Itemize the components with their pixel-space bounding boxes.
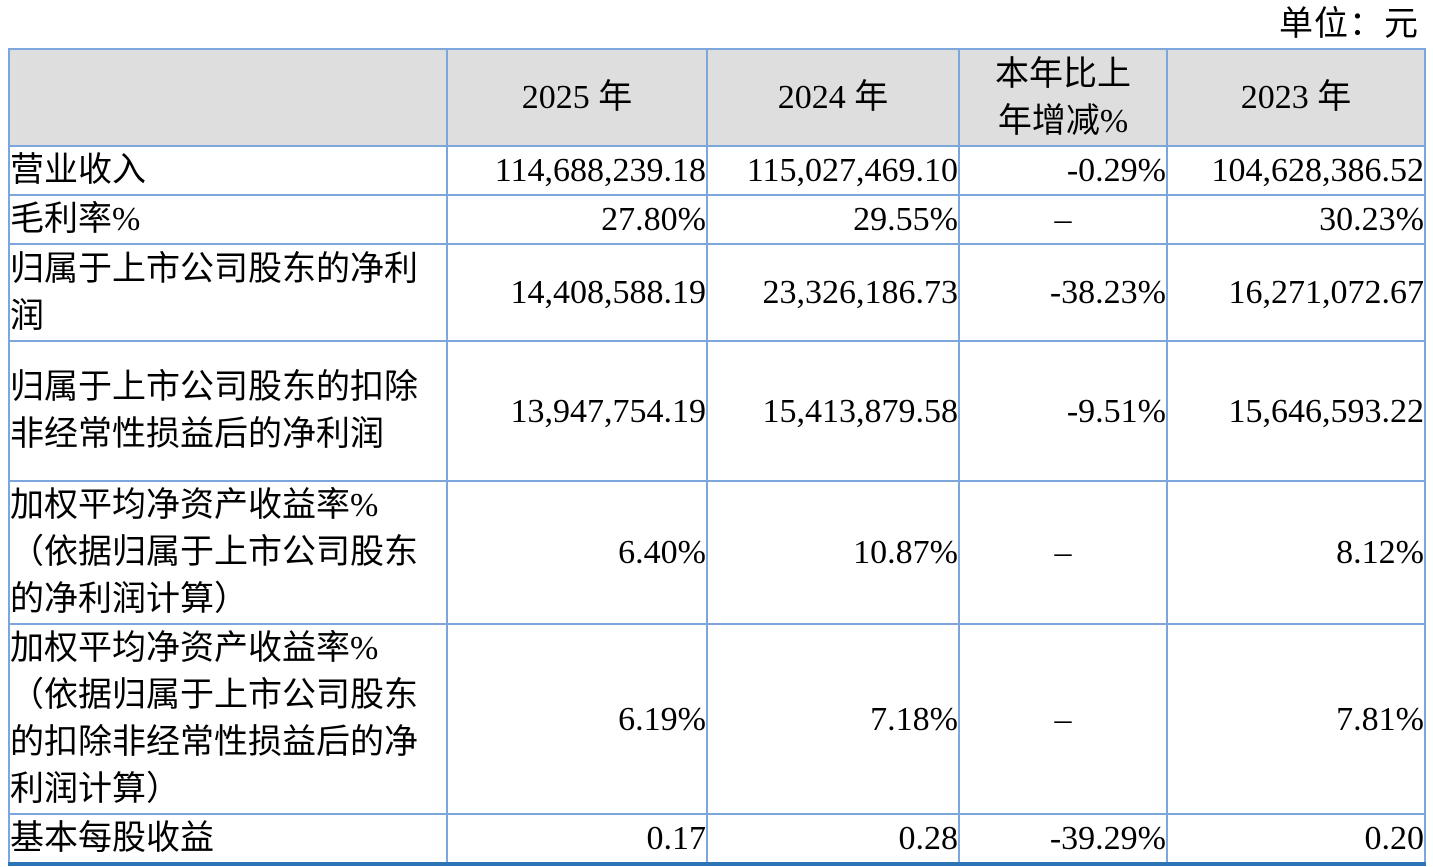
row-label: 营业收入: [8, 145, 448, 196]
header-year-2024: 2024 年: [706, 48, 960, 147]
header-metric: [8, 48, 448, 147]
value-2023: 7.81%: [1166, 623, 1426, 815]
value-yoy: -38.23%: [958, 243, 1168, 342]
value-yoy-dash: –: [958, 480, 1168, 625]
value-2024: 7.18%: [706, 623, 960, 815]
table-row-net-profit: 归属于上市公司股东的净利润 14,408,588.19 23,326,186.7…: [8, 243, 1426, 342]
value-2025: 114,688,239.18: [446, 145, 708, 196]
value-2024: 115,027,469.10: [706, 145, 960, 196]
unit-label: 单位：元: [1279, 6, 1419, 43]
table-header-row: 2025 年 2024 年 本年比上 年增减% 2023 年: [8, 48, 1426, 147]
value-2024: 0.28: [706, 813, 960, 865]
table-row-weighted-roe-deducted: 加权平均净资产收益率%（依据归属于上市公司股东的扣除非经常性损益后的净利润计算）…: [8, 623, 1426, 815]
value-yoy: -9.51%: [958, 340, 1168, 482]
value-2023: 30.23%: [1166, 194, 1426, 245]
value-2023: 104,628,386.52: [1166, 145, 1426, 196]
value-2023: 0.20: [1166, 813, 1426, 865]
table-row-basic-eps: 基本每股收益 0.17 0.28 -39.29% 0.20: [8, 813, 1426, 865]
row-label: 基本每股收益: [8, 813, 448, 865]
value-2024: 23,326,186.73: [706, 243, 960, 342]
value-2025: 14,408,588.19: [446, 243, 708, 342]
table-row-operating-revenue: 营业收入 114,688,239.18 115,027,469.10 -0.29…: [8, 145, 1426, 196]
value-2024: 29.55%: [706, 194, 960, 245]
value-2023: 8.12%: [1166, 480, 1426, 625]
value-2025: 27.80%: [446, 194, 708, 245]
value-2025: 13,947,754.19: [446, 340, 708, 482]
financial-summary-table: 2025 年 2024 年 本年比上 年增减% 2023 年 营业收入 114,…: [8, 48, 1426, 866]
value-2025: 0.17: [446, 813, 708, 865]
row-label: 加权平均净资产收益率%（依据归属于上市公司股东的净利润计算）: [8, 480, 448, 625]
table-row-net-profit-deducted: 归属于上市公司股东的扣除非经常性损益后的净利润 13,947,754.19 15…: [8, 340, 1426, 482]
table-row-weighted-roe: 加权平均净资产收益率%（依据归属于上市公司股东的净利润计算） 6.40% 10.…: [8, 480, 1426, 625]
value-yoy-dash: –: [958, 623, 1168, 815]
header-year-2025: 2025 年: [446, 48, 708, 147]
header-year-2023: 2023 年: [1166, 48, 1426, 147]
value-yoy: -0.29%: [958, 145, 1168, 196]
row-label: 加权平均净资产收益率%（依据归属于上市公司股东的扣除非经常性损益后的净利润计算）: [8, 623, 448, 815]
value-2024: 10.87%: [706, 480, 960, 625]
row-label: 归属于上市公司股东的净利润: [8, 243, 448, 342]
value-2025: 6.40%: [446, 480, 708, 625]
table-row-gross-margin: 毛利率% 27.80% 29.55% – 30.23%: [8, 194, 1426, 245]
value-2023: 15,646,593.22: [1166, 340, 1426, 482]
value-2024: 15,413,879.58: [706, 340, 960, 482]
value-yoy-dash: –: [958, 194, 1168, 245]
header-yoy-change: 本年比上 年增减%: [958, 48, 1168, 147]
row-label: 归属于上市公司股东的扣除非经常性损益后的净利润: [8, 340, 448, 482]
value-2023: 16,271,072.67: [1166, 243, 1426, 342]
value-2025: 6.19%: [446, 623, 708, 815]
value-yoy: -39.29%: [958, 813, 1168, 865]
row-label: 毛利率%: [8, 194, 448, 245]
